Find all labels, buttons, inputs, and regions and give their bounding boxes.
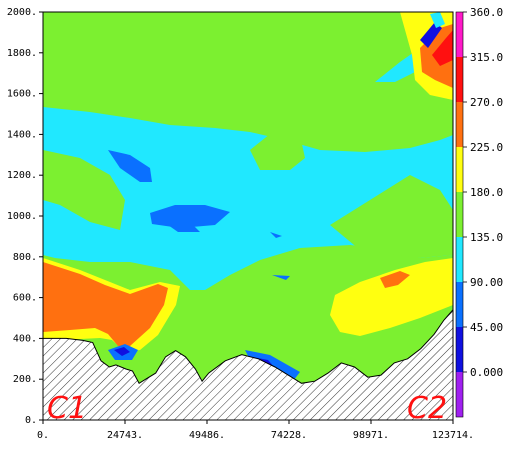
field-green-bump bbox=[250, 130, 305, 170]
colorbar-label: 360.0 bbox=[470, 6, 503, 19]
colorbar-swatch bbox=[456, 192, 463, 237]
field-blue-patch-2 bbox=[150, 205, 230, 228]
colorbar-label: 45.00 bbox=[470, 321, 503, 334]
terrain-hatch bbox=[43, 309, 453, 420]
y-tick-label: 1400. bbox=[7, 129, 37, 140]
field-orange-lowerright bbox=[380, 271, 410, 288]
y-tick-label: 1600. bbox=[7, 89, 37, 100]
colorbar-label: 270.0 bbox=[470, 96, 503, 109]
colorbar-label: 0.000 bbox=[470, 366, 503, 379]
y-tick-label: 1200. bbox=[7, 170, 37, 181]
field-blue-topright bbox=[420, 22, 442, 48]
colorbar-swatch bbox=[456, 147, 463, 192]
colorbar-label: 90.00 bbox=[470, 276, 503, 289]
y-tick-label: 400. bbox=[13, 333, 37, 344]
x-tick-label: 49486. bbox=[189, 430, 225, 441]
corner-label-c2: C2 bbox=[407, 391, 447, 426]
colorbar-label: 135.0 bbox=[470, 231, 503, 244]
y-tick-label: 1000. bbox=[7, 211, 37, 222]
contour-field bbox=[43, 12, 453, 420]
field-green-tongue bbox=[43, 150, 125, 230]
field-blue-patch-3 bbox=[168, 222, 200, 232]
y-tick-label: 0. bbox=[25, 415, 37, 426]
x-tick-label: 123714. bbox=[432, 430, 474, 441]
colorbar-swatch bbox=[456, 12, 463, 57]
y-tick-label: 2000. bbox=[7, 7, 37, 18]
field-cyan-band bbox=[43, 107, 453, 290]
field-blue-patch-5 bbox=[272, 275, 290, 280]
colorbar-swatch bbox=[456, 102, 463, 147]
field-cyan-topright-2 bbox=[430, 12, 445, 28]
x-tick-label: 98971. bbox=[353, 430, 389, 441]
field-green-lowerright bbox=[330, 175, 453, 258]
x-tick-label: 74228. bbox=[271, 430, 307, 441]
colorbar-label: 180.0 bbox=[470, 186, 503, 199]
field-orange-lowerleft bbox=[43, 262, 168, 346]
colorbar-label: 315.0 bbox=[470, 51, 503, 64]
field-blue-patch-1 bbox=[108, 150, 152, 182]
field-red-topright bbox=[432, 30, 453, 66]
colorbar-swatch bbox=[456, 282, 463, 327]
colorbar-swatch bbox=[456, 327, 463, 372]
y-tick-label: 200. bbox=[13, 374, 37, 385]
colorbar-swatch bbox=[456, 237, 463, 282]
colorbar-label: 225.0 bbox=[470, 141, 503, 154]
corner-label-c1: C1 bbox=[47, 391, 87, 426]
field-yellow-lowerright bbox=[330, 258, 453, 336]
field-darkblue-valley-1 bbox=[114, 347, 130, 356]
x-tick-label: 24743. bbox=[107, 430, 143, 441]
colorbar-swatch bbox=[456, 372, 463, 417]
y-tick-label: 800. bbox=[13, 252, 37, 263]
colorbar: 0.000 45.00 90.00 135.0 180.0 225.0 270.0 315.0… bbox=[455, 6, 503, 418]
y-axis: 0. 200. 400. 600. 800. 1000. 1200. 1400. 1600. 18… bbox=[7, 7, 43, 426]
colorbar-frame bbox=[455, 11, 464, 418]
colorbar-swatch bbox=[456, 57, 463, 102]
x-tick-label: 0. bbox=[37, 430, 49, 441]
y-tick-label: 600. bbox=[13, 293, 37, 304]
field-blue-patch-4 bbox=[270, 232, 282, 238]
x-axis: 0. 24743. 49486. 74228. 98971. 123714. bbox=[37, 420, 474, 441]
y-tick-label: 1800. bbox=[7, 48, 37, 59]
